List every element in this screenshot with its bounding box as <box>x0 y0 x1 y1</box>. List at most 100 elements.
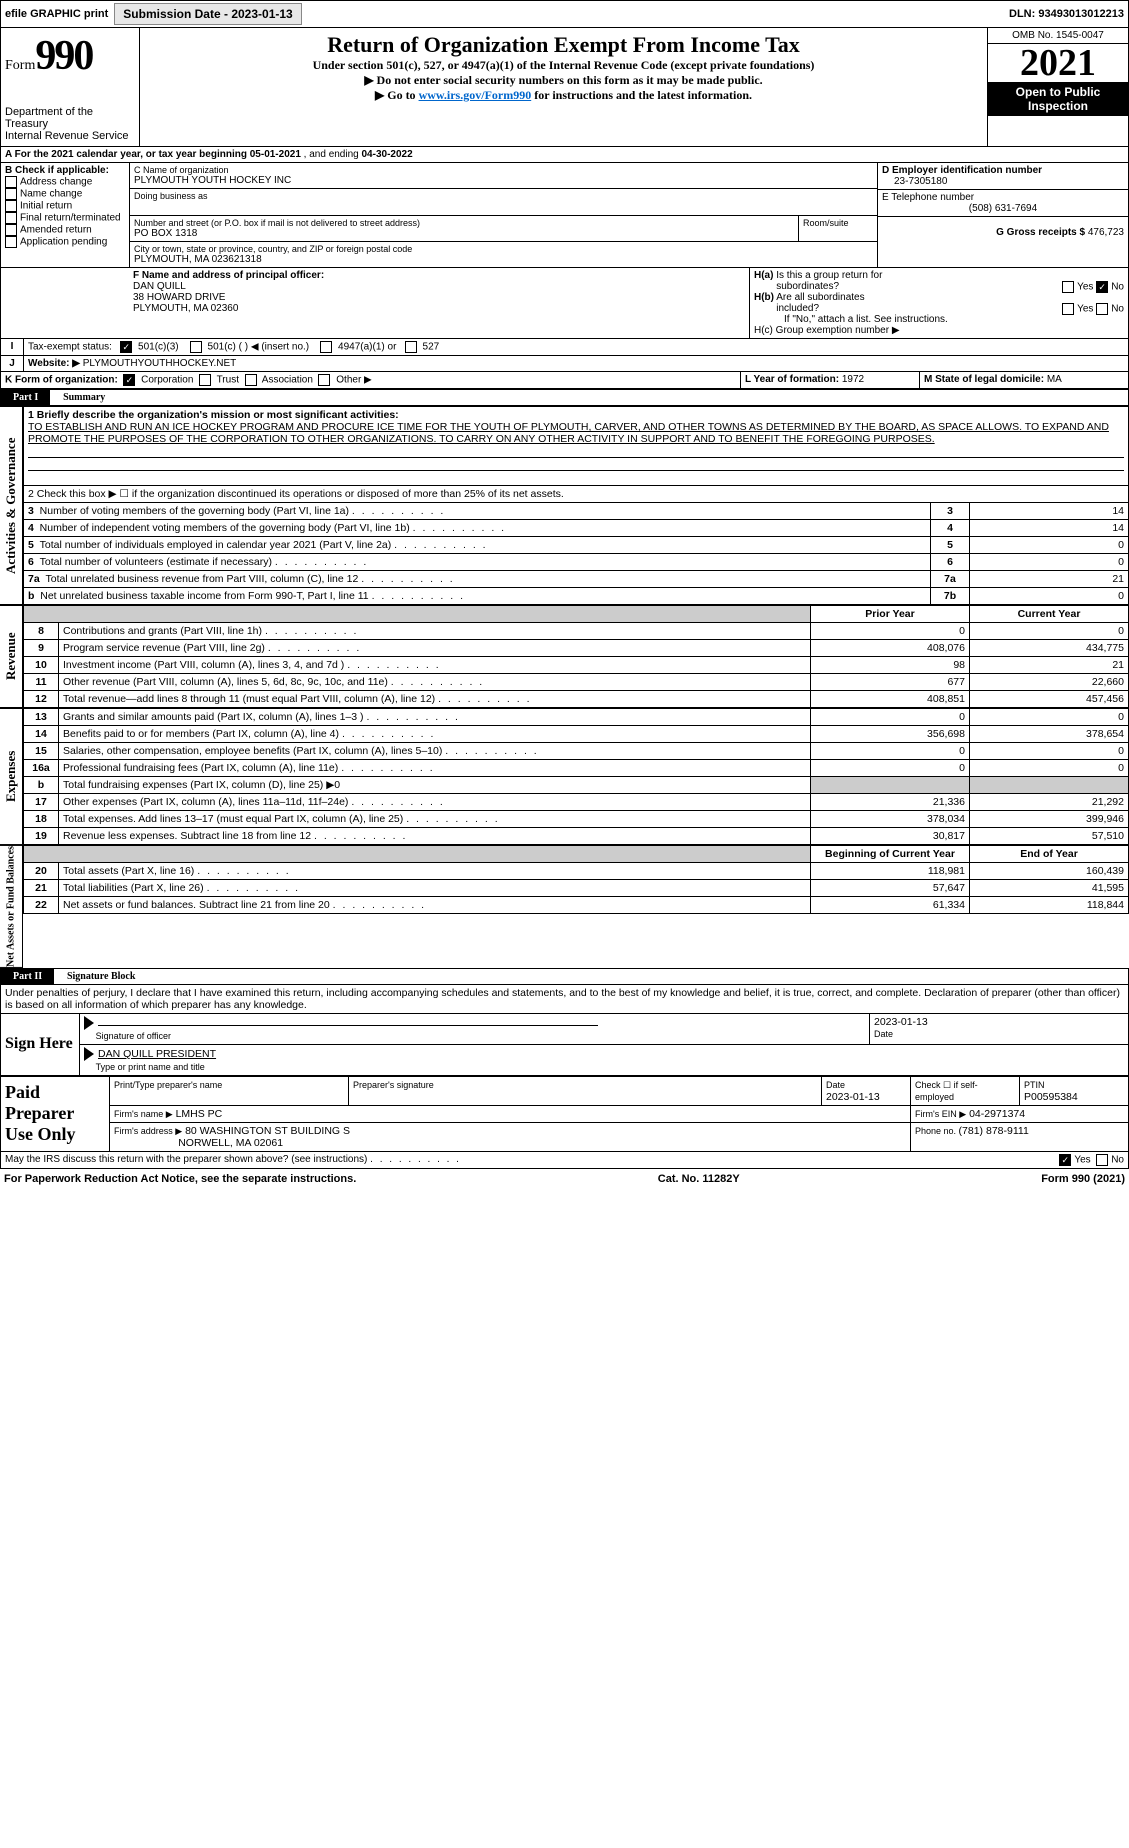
other-checkbox[interactable] <box>318 374 330 386</box>
b-checkbox[interactable] <box>5 200 17 212</box>
table-row: 6 Total number of volunteers (estimate i… <box>24 554 1129 571</box>
q1-label: 1 Briefly describe the organization's mi… <box>28 409 399 421</box>
mission-text: TO ESTABLISH AND RUN AN ICE HOCKEY PROGR… <box>28 421 1109 445</box>
col-boy: Beginning of Current Year <box>811 846 970 863</box>
table-row: 20Total assets (Part X, line 16) 118,981… <box>24 863 1129 880</box>
room-label: Room/suite <box>803 218 873 228</box>
org-city: PLYMOUTH, MA 023621318 <box>134 254 873 265</box>
dept-label: Department of the Treasury <box>5 106 135 130</box>
open-public-badge: Open to Public Inspection <box>988 82 1128 116</box>
f-label: F Name and address of principal officer: <box>133 270 324 281</box>
footer-catno: Cat. No. 11282Y <box>658 1173 740 1185</box>
signature-table: Sign Here Signature of officer 2023-01-1… <box>0 1013 1129 1076</box>
501c3-checkbox[interactable]: ✓ <box>120 341 132 353</box>
form-label: Form <box>5 58 35 73</box>
efile-label: efile GRAPHIC print <box>5 8 108 20</box>
part2-tag: Part II <box>1 969 54 984</box>
ein-value: 23-7305180 <box>882 176 1124 187</box>
table-row: 14Benefits paid to or for members (Part … <box>24 726 1129 743</box>
ptin-value: P00595384 <box>1024 1091 1078 1103</box>
subtitle-3: ▶ Go to www.irs.gov/Form990 for instruct… <box>144 88 983 103</box>
part1-title: Summary <box>53 392 105 403</box>
declaration-text: Under penalties of perjury, I declare th… <box>0 985 1129 1013</box>
sign-date: 2023-01-13 <box>874 1016 928 1028</box>
sig-officer-label: Signature of officer <box>96 1031 171 1041</box>
527-checkbox[interactable] <box>405 341 417 353</box>
4947-checkbox[interactable] <box>320 341 332 353</box>
sign-here-label: Sign Here <box>1 1013 80 1075</box>
form-header: Form990 Department of the Treasury Inter… <box>0 28 1129 147</box>
discuss-no-checkbox[interactable] <box>1096 1154 1108 1166</box>
col-prior-year: Prior Year <box>811 606 970 623</box>
section-m: M State of legal domicile: MA <box>920 372 1129 389</box>
firm-ein: 04-2971374 <box>969 1108 1025 1120</box>
section-i: Tax-exempt status: ✓ 501(c)(3) 501(c) ( … <box>24 339 1129 356</box>
hb-yes-checkbox[interactable] <box>1062 303 1074 315</box>
gross-receipts: G Gross receipts $ 476,723 <box>878 217 1128 240</box>
phone-value: (508) 631-7694 <box>882 203 1124 214</box>
preparer-date: 2023-01-13 <box>826 1091 880 1103</box>
501c-checkbox[interactable] <box>190 341 202 353</box>
table-row: 5 Total number of individuals employed i… <box>24 537 1129 554</box>
ha-no-checkbox[interactable]: ✓ <box>1096 281 1108 293</box>
subtitle-1: Under section 501(c), 527, or 4947(a)(1)… <box>144 58 983 73</box>
irs-label: Internal Revenue Service <box>5 130 135 142</box>
table-row: bTotal fundraising expenses (Part IX, co… <box>24 777 1129 794</box>
ha-yes-checkbox[interactable] <box>1062 281 1074 293</box>
corp-checkbox[interactable]: ✓ <box>123 374 135 386</box>
table-row: 19Revenue less expenses. Subtract line 1… <box>24 828 1129 845</box>
table-row: 22Net assets or fund balances. Subtract … <box>24 897 1129 914</box>
table-row: 13Grants and similar amounts paid (Part … <box>24 709 1129 726</box>
firm-address: 80 WASHINGTON ST BUILDING S <box>185 1125 350 1137</box>
line-a: A For the 2021 calendar year, or tax yea… <box>0 147 1129 163</box>
footer-right: Form 990 (2021) <box>1041 1173 1125 1185</box>
table-row: 9Program service revenue (Part VIII, lin… <box>24 640 1129 657</box>
col-current-year: Current Year <box>970 606 1129 623</box>
b-checkbox[interactable] <box>5 188 17 200</box>
b-checkbox[interactable] <box>5 236 17 248</box>
b-checkbox[interactable] <box>5 212 17 224</box>
table-row: 12Total revenue—add lines 8 through 11 (… <box>24 691 1129 708</box>
org-address: PO BOX 1318 <box>134 228 794 239</box>
subtitle-2: ▶ Do not enter social security numbers o… <box>144 73 983 88</box>
dln: DLN: 93493013012213 <box>1009 8 1124 20</box>
table-row: 16aProfessional fundraising fees (Part I… <box>24 760 1129 777</box>
part1-tag: Part I <box>1 390 50 405</box>
form-number: 990 <box>35 33 92 79</box>
section-f: F Name and address of principal officer:… <box>129 268 750 339</box>
b-checkbox[interactable] <box>5 176 17 188</box>
officer-addr1: 38 HOWARD DRIVE <box>133 292 225 303</box>
instructions-link[interactable]: www.irs.gov/Form990 <box>419 88 532 102</box>
preparer-table: Paid Preparer Use Only Print/Type prepar… <box>0 1076 1129 1152</box>
table-row: 11Other revenue (Part VIII, column (A), … <box>24 674 1129 691</box>
side-revenue: Revenue <box>0 605 23 708</box>
section-k: K Form of organization: ✓ Corporation Tr… <box>0 372 741 389</box>
city-label: City or town, state or province, country… <box>134 244 873 254</box>
addr-label: Number and street (or P.O. box if mail i… <box>134 218 794 228</box>
section-l: L Year of formation: 1972 <box>741 372 920 389</box>
c-label: C Name of organization <box>134 165 873 175</box>
section-h: H(a) Is this a group return for subordin… <box>750 268 1129 339</box>
dba-label: Doing business as <box>134 191 873 201</box>
table-row: 18Total expenses. Add lines 13–17 (must … <box>24 811 1129 828</box>
hb-no-checkbox[interactable] <box>1096 303 1108 315</box>
h-note: If "No," attach a list. See instructions… <box>754 314 1124 325</box>
assoc-checkbox[interactable] <box>245 374 257 386</box>
org-name: PLYMOUTH YOUTH HOCKEY INC <box>134 175 873 186</box>
tax-year: 2021 <box>988 44 1128 82</box>
q2-text: 2 Check this box ▶ ☐ if the organization… <box>24 486 1129 503</box>
b-header: B Check if applicable: <box>5 165 109 176</box>
col-eoy: End of Year <box>970 846 1129 863</box>
section-b: B Check if applicable: Address changeNam… <box>0 163 130 268</box>
part2-title: Signature Block <box>57 971 135 982</box>
table-row: 3 Number of voting members of the govern… <box>24 503 1129 520</box>
submission-date-btn[interactable]: Submission Date - 2023-01-13 <box>114 3 301 25</box>
table-row: 4 Number of independent voting members o… <box>24 520 1129 537</box>
discuss-yes-checkbox[interactable]: ✓ <box>1059 1154 1071 1166</box>
b-checkbox[interactable] <box>5 224 17 236</box>
table-row: b Net unrelated business taxable income … <box>24 588 1129 605</box>
ein-label: D Employer identification number <box>882 165 1042 176</box>
officer-addr2: PLYMOUTH, MA 02360 <box>133 303 238 314</box>
page-footer: For Paperwork Reduction Act Notice, see … <box>0 1169 1129 1189</box>
trust-checkbox[interactable] <box>199 374 211 386</box>
